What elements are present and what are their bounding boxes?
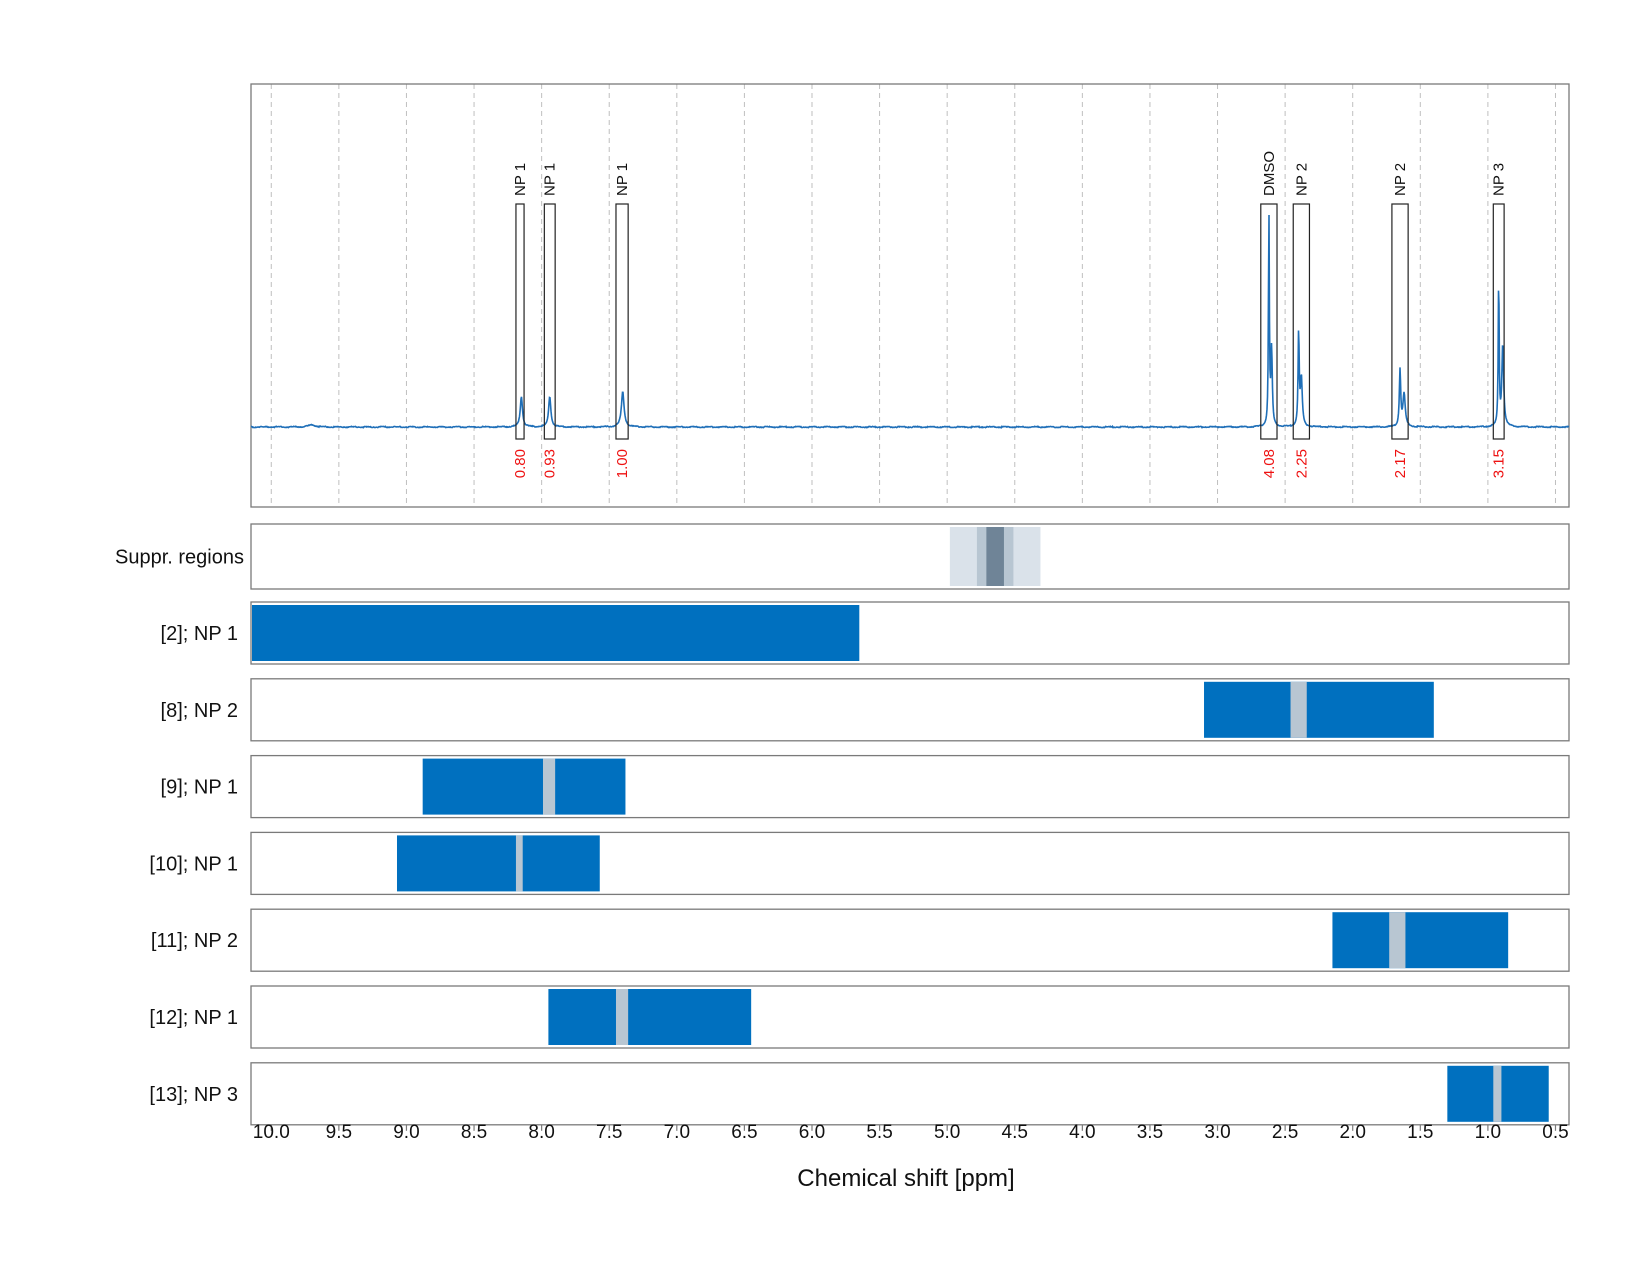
x-tick-label-2.0: 2.0 [1340, 1122, 1366, 1143]
track-gap-1 [1290, 681, 1307, 738]
track-bar-0 [252, 605, 860, 661]
peak-label-1: NP 1 [542, 163, 559, 196]
suppr-label: Suppr. regions [115, 547, 244, 569]
peak-label-3: DMSO [1261, 151, 1278, 196]
peak-label-6: NP 3 [1491, 163, 1508, 196]
peak-box-5 [1391, 203, 1409, 440]
track-gap-4 [1389, 912, 1406, 969]
grid-lines [270, 84, 1556, 507]
track-label-2: [9]; NP 1 [161, 777, 238, 799]
track-bar-2 [422, 758, 626, 815]
track-label-0: [2]; NP 1 [161, 623, 238, 645]
spectrum-frame [250, 83, 1570, 508]
x-tick-label-5.0: 5.0 [934, 1122, 960, 1143]
peak-integral-6: 3.15 [1491, 449, 1508, 478]
x-tick-label-5.5: 5.5 [866, 1122, 892, 1143]
peak-integral-2: 1.00 [614, 449, 631, 478]
x-tick-label-9.0: 9.0 [393, 1122, 419, 1143]
track-gap-2 [542, 758, 556, 815]
track-bar-3 [396, 835, 600, 892]
track-gap-5 [615, 989, 629, 1045]
track-bar-4 [1332, 912, 1509, 969]
track-frame-3 [250, 831, 1570, 896]
x-tick-label-3.5: 3.5 [1137, 1122, 1163, 1143]
x-tick-label-8.5: 8.5 [461, 1122, 487, 1143]
track-label-5: [12]; NP 1 [149, 1007, 238, 1029]
peak-box-6 [1492, 203, 1505, 440]
peak-label-5: NP 2 [1392, 163, 1409, 196]
track-frame-2 [250, 754, 1570, 819]
track-bar-5 [548, 989, 752, 1045]
x-tick-label-4.0: 4.0 [1069, 1122, 1095, 1143]
peak-integral-4: 2.25 [1293, 449, 1310, 478]
peak-box-0 [515, 203, 525, 440]
x-axis: Chemical shift [ppm] 10.0 9.5 9.0 8.5 8.0 7.5… [253, 1122, 1569, 1192]
suppr-region-2 [986, 527, 1004, 586]
track-frame-0 [250, 601, 1570, 665]
x-tick-label-2.5: 2.5 [1272, 1122, 1298, 1143]
peak-integral-3: 4.08 [1261, 449, 1278, 478]
x-tick-label-10.0: 10.0 [253, 1122, 290, 1143]
track-gap-3 [515, 835, 523, 892]
peak-box-2 [615, 203, 629, 440]
track-gap-6 [1493, 1065, 1502, 1122]
track-label-6: [13]; NP 3 [149, 1084, 238, 1106]
x-tick-label-7.0: 7.0 [664, 1122, 690, 1143]
suppr-frame [250, 523, 1570, 590]
x-tick-label-8.0: 8.0 [528, 1122, 554, 1143]
peak-box-3 [1260, 203, 1278, 440]
x-tick-label-1.0: 1.0 [1475, 1122, 1501, 1143]
track-bar-1 [1204, 681, 1434, 738]
peak-integral-5: 2.17 [1392, 449, 1409, 478]
peak-label-0: NP 1 [512, 163, 529, 196]
track-label-4: [11]; NP 2 [151, 930, 238, 952]
peak-label-2: NP 1 [614, 163, 631, 196]
x-tick-label-7.5: 7.5 [596, 1122, 622, 1143]
x-axis-title: Chemical shift [ppm] [797, 1165, 1014, 1192]
spectrum-line [250, 215, 1570, 429]
suppression-panel: Suppr. regions [115, 523, 1570, 590]
track-frame-5 [250, 985, 1570, 1049]
peak-label-4: NP 2 [1293, 163, 1310, 196]
x-tick-label-3.0: 3.0 [1204, 1122, 1230, 1143]
x-tick-label-9.5: 9.5 [326, 1122, 352, 1143]
x-tick-label-1.5: 1.5 [1407, 1122, 1433, 1143]
track-label-3: [10]; NP 1 [149, 853, 238, 875]
assignment-tracks: [2]; NP 1 [8]; NP 2 [9]; NP 1 [10]; NP 1 [11… [149, 601, 1570, 1126]
spectrum-panel: NP 1 0.80 NP 1 0.93 NP 1 1.00 DMSO 4.08 NP 2 2.25… [250, 83, 1570, 508]
x-tick-label-0.5: 0.5 [1542, 1122, 1568, 1143]
track-frame-4 [250, 908, 1570, 972]
x-tick-label-6.0: 6.0 [799, 1122, 825, 1143]
x-tick-label-6.5: 6.5 [731, 1122, 757, 1143]
track-frame-6 [250, 1062, 1570, 1126]
peak-box-4 [1292, 203, 1311, 440]
track-label-1: [8]; NP 2 [161, 700, 238, 722]
peak-box-1 [543, 203, 556, 440]
peak-integral-0: 0.80 [512, 449, 529, 478]
x-tick-label-4.5: 4.5 [1002, 1122, 1028, 1143]
peak-integral-1: 0.93 [542, 449, 559, 478]
track-frame-1 [250, 678, 1570, 742]
